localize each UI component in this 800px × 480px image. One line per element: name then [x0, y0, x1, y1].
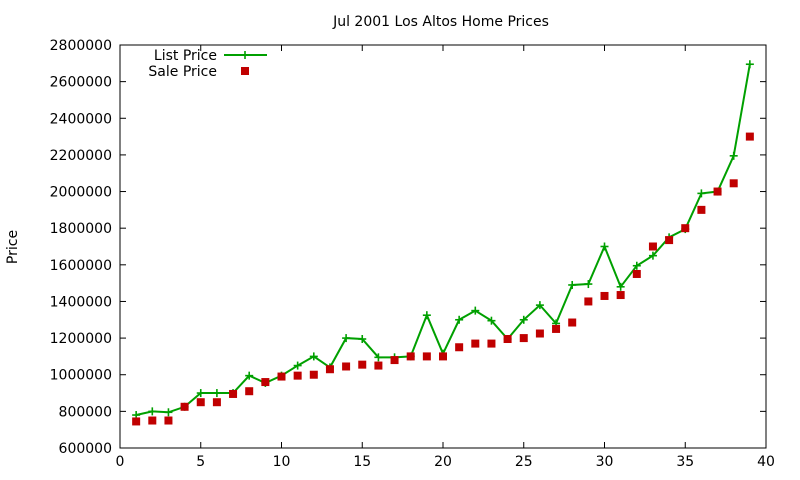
sale-price-point: [390, 356, 399, 365]
list-price-point: [293, 361, 302, 370]
list-price-point: [632, 261, 641, 270]
list-price-point: [455, 315, 464, 324]
sale-price-point: [422, 352, 431, 361]
sale-price-point: [455, 343, 464, 352]
sale-price-point: [229, 389, 238, 398]
legend: List Price Sale Price: [148, 48, 267, 80]
y-tick-label: 1600000: [50, 258, 112, 274]
legend-marker-sale-price: [241, 67, 249, 75]
x-tick-label: 5: [196, 454, 205, 470]
list-price-point: [487, 316, 496, 325]
sale-price-point: [180, 402, 189, 411]
sale-price-point: [406, 352, 415, 361]
y-tick-label: 1000000: [50, 368, 112, 384]
list-price-point: [309, 352, 318, 361]
x-tick-label: 15: [353, 454, 371, 470]
y-tick-label: 1400000: [50, 294, 112, 310]
sale-price-point: [277, 372, 286, 381]
sale-price-point: [713, 187, 722, 196]
sale-price-point: [697, 205, 706, 214]
sale-price-point: [519, 334, 528, 343]
x-tick-label: 25: [515, 454, 533, 470]
list-price-point: [697, 189, 706, 198]
axis-ticks: 0 5 10 15 20 25 30 35 40 600000 800000 1000000 12000…: [50, 38, 775, 470]
sale-price-point: [164, 416, 173, 425]
sale-price-point: [245, 387, 254, 396]
list-price-point: [729, 151, 738, 160]
sale-price-point: [342, 362, 351, 371]
list-price-point: [745, 60, 754, 69]
list-price-point: [535, 301, 544, 310]
y-axis-label: Price: [5, 230, 21, 264]
legend-label-sale-price: Sale Price: [148, 64, 217, 80]
sale-price-point: [212, 398, 221, 407]
sale-price-point: [584, 297, 593, 306]
sale-price-point: [568, 318, 577, 327]
sale-price-point: [358, 360, 367, 369]
list-price-line: [135, 64, 751, 417]
sale-price-point: [309, 370, 318, 379]
plot-area-frame: [119, 44, 767, 449]
sale-price-point: [439, 352, 447, 361]
sale-price-point: [665, 236, 674, 245]
y-tick-label: 600000: [59, 441, 112, 457]
x-tick-label: 40: [757, 454, 775, 470]
x-tick-label: 0: [116, 454, 125, 470]
sale-price-point: [681, 224, 690, 233]
sale-price-point: [132, 417, 141, 426]
sale-price-point: [293, 371, 302, 380]
y-tick-label: 2400000: [50, 111, 112, 127]
sale-price-point: [552, 324, 561, 333]
legend-label-list-price: List Price: [154, 48, 217, 64]
y-tick-label: 800000: [59, 404, 112, 420]
y-tick-label: 2600000: [50, 75, 112, 91]
list-price-point: [148, 407, 157, 416]
list-price-point: [212, 389, 221, 398]
list-price-point: [648, 251, 657, 260]
series-layer: [132, 60, 754, 426]
sale-price-point: [632, 269, 641, 278]
sale-price-point: [487, 339, 496, 348]
list-price-point: [568, 280, 577, 289]
sale-price-point: [535, 329, 544, 338]
sale-price-point: [148, 416, 157, 425]
list-price-point: [616, 282, 625, 291]
sale-price-point: [325, 365, 334, 374]
list-price-point: [584, 280, 593, 289]
y-tick-label: 1200000: [50, 331, 112, 347]
list-price-point: [196, 389, 205, 398]
sale-price-point: [261, 378, 270, 387]
list-price-point: [245, 371, 254, 380]
sale-price-point: [729, 179, 738, 188]
sale-price-point: [503, 335, 512, 344]
y-tick-label: 2000000: [50, 185, 112, 201]
list-price-point: [422, 311, 431, 320]
x-tick-label: 20: [434, 454, 452, 470]
list-price-point: [164, 408, 173, 417]
list-price-point: [374, 353, 383, 362]
sale-price-point: [648, 242, 657, 251]
y-tick-label: 1800000: [50, 221, 112, 237]
list-price-point: [471, 306, 480, 315]
sale-price-point: [196, 398, 205, 407]
sale-price-point: [745, 132, 754, 141]
y-tick-label: 2800000: [50, 38, 112, 54]
list-price-point: [519, 315, 528, 324]
x-tick-label: 30: [596, 454, 614, 470]
sale-price-point: [600, 291, 609, 300]
list-price-point: [600, 242, 609, 251]
x-tick-label: 35: [676, 454, 694, 470]
legend-marker-list-price: [241, 51, 249, 59]
sale-price-point: [616, 291, 625, 300]
x-tick-label: 10: [273, 454, 291, 470]
sale-price-point: [374, 361, 383, 370]
chart-title: Jul 2001 Los Altos Home Prices: [332, 14, 549, 30]
y-tick-label: 2200000: [50, 148, 112, 164]
list-price-point: [358, 335, 367, 344]
list-price-point: [342, 334, 351, 343]
sale-price-point: [471, 339, 480, 348]
